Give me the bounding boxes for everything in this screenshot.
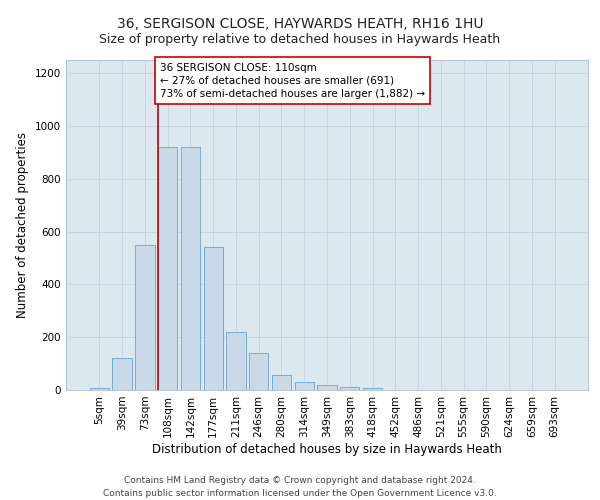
Bar [363,388,382,390]
X-axis label: Distribution of detached houses by size in Haywards Heath: Distribution of detached houses by size … [152,442,502,456]
Bar [203,248,223,390]
Bar [135,245,155,390]
Y-axis label: Number of detached properties: Number of detached properties [16,132,29,318]
Text: 36 SERGISON CLOSE: 110sqm
← 27% of detached houses are smaller (691)
73% of semi: 36 SERGISON CLOSE: 110sqm ← 27% of detac… [160,62,425,99]
Text: Size of property relative to detached houses in Haywards Heath: Size of property relative to detached ho… [100,32,500,46]
Text: Contains HM Land Registry data © Crown copyright and database right 2024.
Contai: Contains HM Land Registry data © Crown c… [103,476,497,498]
Bar [295,382,314,390]
Bar [249,353,268,390]
Bar [317,385,337,390]
Bar [158,147,178,390]
Bar [226,332,245,390]
Text: 36, SERGISON CLOSE, HAYWARDS HEATH, RH16 1HU: 36, SERGISON CLOSE, HAYWARDS HEATH, RH16… [117,18,483,32]
Bar [90,388,109,390]
Bar [181,147,200,390]
Bar [112,358,132,390]
Bar [272,376,291,390]
Bar [340,387,359,390]
